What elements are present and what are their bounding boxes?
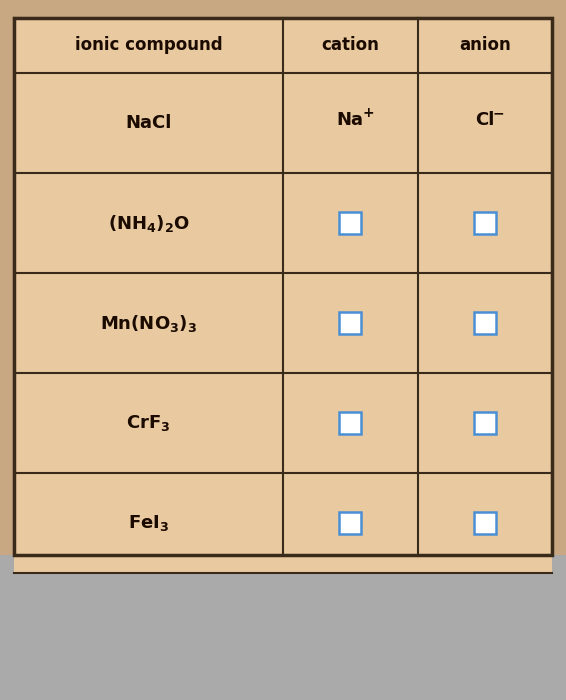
Bar bbox=[14, 18, 552, 555]
Bar bbox=[474, 412, 496, 434]
Bar bbox=[474, 212, 496, 234]
Bar bbox=[14, 273, 552, 373]
Bar bbox=[14, 73, 552, 173]
Text: NaCl: NaCl bbox=[125, 114, 171, 132]
Bar bbox=[474, 312, 496, 334]
Bar bbox=[339, 212, 361, 234]
Bar bbox=[339, 512, 361, 534]
Bar bbox=[14, 18, 552, 73]
Text: −: − bbox=[493, 106, 504, 120]
Text: $\mathbf{(NH_4)_2O}$: $\mathbf{(NH_4)_2O}$ bbox=[108, 213, 190, 234]
Text: $\mathbf{FeI_3}$: $\mathbf{FeI_3}$ bbox=[128, 513, 169, 533]
Bar bbox=[14, 173, 552, 273]
Text: +: + bbox=[362, 106, 374, 120]
Text: Cl: Cl bbox=[475, 111, 495, 129]
Text: Na: Na bbox=[337, 111, 364, 129]
Bar bbox=[474, 512, 496, 534]
Bar bbox=[339, 412, 361, 434]
Bar bbox=[0, 555, 566, 700]
Text: anion: anion bbox=[459, 36, 511, 55]
Text: $\mathbf{CrF_3}$: $\mathbf{CrF_3}$ bbox=[126, 413, 171, 433]
Text: cation: cation bbox=[321, 36, 379, 55]
Bar bbox=[14, 373, 552, 473]
Text: $\mathbf{Mn(NO_3)_3}$: $\mathbf{Mn(NO_3)_3}$ bbox=[100, 312, 197, 333]
Bar bbox=[339, 312, 361, 334]
Bar bbox=[14, 473, 552, 573]
Text: ionic compound: ionic compound bbox=[75, 36, 222, 55]
